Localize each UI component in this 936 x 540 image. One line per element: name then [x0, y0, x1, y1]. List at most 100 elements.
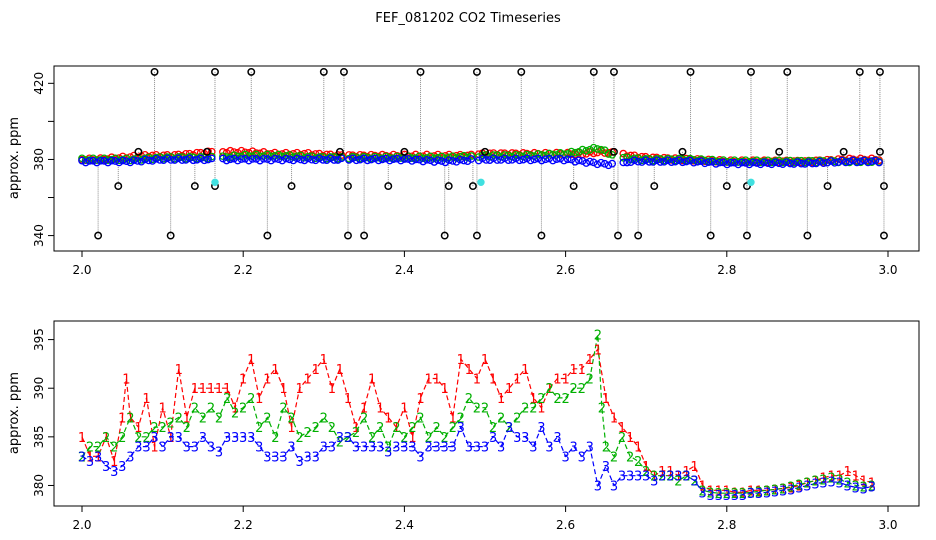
bottom-x-tick-label-3.0: 3.0	[878, 518, 897, 532]
top-point-blue	[285, 155, 294, 164]
bottom-point-red: 1	[376, 402, 384, 417]
bottom-point-red: 1	[586, 353, 594, 368]
bottom-point-green: 2	[803, 477, 811, 492]
top-point-blue	[437, 157, 446, 165]
bottom-series-line-red	[81, 347, 873, 493]
top-point-black	[634, 231, 643, 240]
top-point-blue	[782, 158, 791, 167]
bottom-point-blue: 3	[642, 470, 650, 485]
bottom-point-red: 1	[134, 421, 142, 436]
top-point-cyan	[747, 178, 755, 186]
top-point-blue	[174, 154, 183, 163]
top-point-black	[472, 231, 481, 240]
bottom-point-green: 2	[666, 470, 674, 485]
top-point-blue	[619, 158, 628, 167]
bottom-point-red: 1	[199, 382, 207, 397]
top-point-blue	[315, 154, 324, 163]
bottom-x-tick-label-2.2: 2.2	[234, 518, 253, 532]
bottom-series-line-blue	[81, 425, 873, 496]
top-x-tick-label-2.6: 2.6	[556, 263, 575, 277]
top-point-black	[743, 231, 751, 240]
bottom-point-green: 2	[352, 426, 360, 441]
bottom-point-green: 2	[110, 441, 118, 456]
bottom-point-green: 2	[191, 402, 199, 417]
bottom-point-blue: 3	[408, 441, 416, 456]
bottom-point-green: 2	[763, 484, 771, 499]
top-point-green	[689, 155, 698, 164]
bottom-y-axis-label: approx. ppm	[7, 372, 22, 454]
top-point-blue	[374, 156, 383, 165]
bottom-point-red: 1	[561, 372, 569, 387]
bottom-point-green: 2	[481, 402, 489, 417]
bottom-point-red: 1	[287, 421, 295, 436]
top-point-green	[104, 156, 112, 165]
top-point-blue	[652, 156, 661, 165]
top-point-blue	[118, 156, 127, 165]
bottom-point-green: 2	[553, 392, 561, 407]
top-point-blue	[300, 156, 309, 165]
top-point-black	[481, 147, 489, 156]
bottom-point-red: 1	[441, 382, 449, 397]
top-point-blue	[330, 156, 338, 164]
bottom-point-red: 1	[489, 372, 497, 387]
bottom-point-green: 2	[158, 421, 166, 436]
top-point-blue	[385, 156, 394, 165]
top-point-blue	[526, 156, 535, 165]
top-point-blue	[552, 155, 561, 163]
bottom-point-red: 1	[634, 441, 642, 456]
bottom-point-red: 1	[860, 475, 868, 490]
top-point-blue	[830, 158, 839, 167]
top-point-black	[114, 182, 123, 191]
top-point-blue	[778, 160, 787, 169]
top-point-blue	[756, 160, 765, 169]
bottom-point-blue: 3	[561, 450, 569, 465]
top-point-black	[880, 182, 888, 191]
top-point-blue	[189, 156, 198, 165]
bottom-point-red: 1	[835, 470, 843, 485]
bottom-point-green: 2	[400, 431, 408, 446]
bottom-point-red: 1	[666, 465, 674, 480]
top-point-blue	[712, 160, 720, 168]
top-point-blue	[523, 154, 531, 163]
bottom-point-red: 1	[618, 421, 626, 436]
bottom-point-blue: 3	[191, 441, 199, 456]
bottom-point-green: 2	[102, 431, 110, 446]
bottom-point-green: 2	[279, 402, 287, 417]
top-point-blue	[274, 155, 283, 164]
bottom-point-blue: 3	[255, 441, 263, 456]
top-point-blue	[556, 154, 565, 163]
top-point-green	[263, 150, 272, 159]
top-plot-frame	[53, 65, 920, 252]
bottom-point-green: 2	[223, 392, 231, 407]
bottom-point-red: 1	[432, 372, 440, 387]
bottom-point-red: 1	[715, 484, 723, 499]
bottom-point-red: 1	[473, 372, 481, 387]
bottom-point-red: 1	[352, 421, 360, 436]
bottom-point-green: 2	[835, 474, 843, 489]
top-point-blue	[589, 158, 598, 167]
top-point-blue	[804, 158, 813, 166]
top-point-blue	[515, 156, 524, 165]
top-point-blue	[715, 158, 724, 167]
bottom-point-green: 2	[698, 484, 706, 499]
bottom-point-blue: 3	[416, 450, 424, 465]
bottom-point-blue: 3	[432, 441, 440, 456]
top-point-blue	[671, 157, 680, 166]
bottom-point-green: 2	[207, 402, 215, 417]
top-point-blue	[623, 158, 631, 167]
top-point-blue	[693, 157, 702, 166]
bottom-point-green: 2	[175, 411, 183, 426]
bottom-point-red: 1	[344, 392, 352, 407]
bottom-point-green: 2	[626, 450, 634, 465]
top-point-green	[534, 150, 542, 158]
top-x-tick-label-2.4: 2.4	[395, 263, 414, 277]
top-point-black	[803, 231, 812, 240]
bottom-point-red: 1	[239, 372, 247, 387]
bottom-point-blue: 3	[570, 441, 578, 456]
bottom-point-blue: 3	[376, 441, 384, 456]
bottom-point-blue: 3	[513, 431, 521, 446]
bottom-point-blue: 3	[441, 441, 449, 456]
top-point-blue	[152, 154, 161, 163]
top-point-green	[92, 156, 101, 164]
bottom-point-green: 2	[771, 483, 779, 498]
